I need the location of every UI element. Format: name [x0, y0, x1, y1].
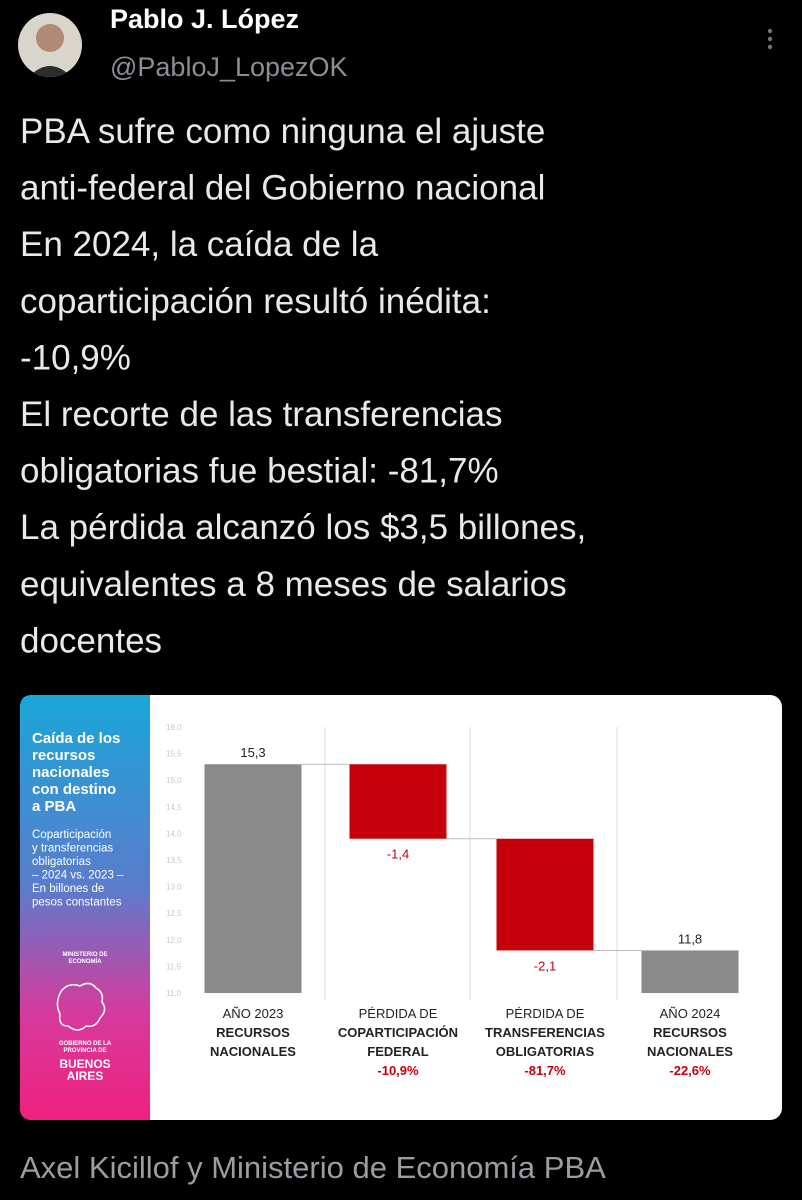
y-tick-label: 12,5	[166, 909, 182, 918]
category-name: OBLIGATORIAS	[496, 1044, 595, 1059]
province-logo: BUENOS	[59, 1057, 110, 1071]
tweet-text: PBA sufre como ninguna el ajuste anti-fed…	[20, 112, 586, 660]
panel-title: Caída de los	[32, 730, 120, 747]
category-name: RECURSOS	[653, 1025, 727, 1040]
y-tick-label: 14,5	[166, 803, 182, 812]
tweet-line: PBA sufre como ninguna el ajuste	[20, 112, 545, 151]
y-tick-label: 14,0	[166, 829, 182, 838]
tweet-line: coparticipación resultó inédita:	[20, 282, 491, 321]
y-tick-label: 13,5	[166, 856, 182, 865]
category-change: -81,7%	[524, 1063, 566, 1078]
province-logo: AIRES	[67, 1069, 104, 1083]
bar	[641, 950, 739, 993]
bar	[204, 764, 302, 993]
bar	[349, 764, 447, 839]
media-caption: Axel Kicillof y Ministerio de Economía P…	[20, 1150, 606, 1185]
value-label: -2,1	[534, 958, 556, 973]
x-tick-label: AÑO 2024	[660, 1006, 721, 1021]
panel-subtitle: obligatorias	[32, 856, 91, 868]
value-label: 11,8	[678, 931, 702, 946]
tweet-line: obligatorias fue bestial: -81,7%	[20, 452, 499, 491]
value-label: -1,4	[387, 847, 409, 862]
value-label: 15,3	[240, 745, 265, 760]
panel-subtitle: y transferencias	[32, 843, 113, 855]
panel-title: recursos	[32, 747, 95, 764]
category-name: COPARTICIPACIÓN	[338, 1025, 458, 1040]
panel-subtitle: pesos constantes	[32, 897, 122, 909]
category-name: NACIONALES	[210, 1044, 296, 1059]
y-tick-label: 15,0	[166, 776, 182, 785]
y-tick-label: 15,5	[166, 750, 182, 759]
category-change: -22,6%	[669, 1063, 711, 1078]
tweet-line: docentes	[20, 621, 162, 660]
y-tick-label: 11,5	[166, 962, 182, 971]
x-tick-label: AÑO 2023	[223, 1006, 284, 1021]
tweet-line: En 2024, la caída de la	[20, 225, 379, 264]
panel-title: con destino	[32, 781, 116, 798]
government-logo: GOBIERNO DE LA	[59, 1041, 112, 1047]
category-name: TRANSFERENCIAS	[485, 1025, 605, 1040]
tweet-line: La pérdida alcanzó los $3,5 billones,	[20, 508, 586, 547]
ministry-logo: MINISTERIO DE	[62, 952, 107, 958]
category-name: FEDERAL	[367, 1044, 428, 1059]
author-name[interactable]: Pablo J. López	[110, 4, 299, 34]
side-panel	[20, 695, 150, 1120]
tweet-line: -10,9%	[20, 338, 131, 377]
bar	[496, 838, 594, 951]
tweet-line: El recorte de las transferencias	[20, 395, 502, 434]
government-logo: PROVINCIA DE	[63, 1048, 106, 1054]
x-tick-label: PÉRDIDA DE	[359, 1006, 438, 1021]
y-tick-label: 11,0	[166, 989, 182, 998]
avatar[interactable]	[18, 13, 82, 80]
panel-title: a PBA	[32, 798, 76, 815]
ministry-logo: ECONOMÍA	[69, 957, 103, 965]
panel-subtitle: – 2024 vs. 2023 –	[32, 870, 124, 882]
x-tick-label: PÉRDIDA DE	[506, 1006, 585, 1021]
province-map	[56, 982, 106, 1031]
y-tick-label: 12,0	[166, 936, 182, 945]
category-change: -10,9%	[377, 1063, 419, 1078]
category-name: RECURSOS	[216, 1025, 290, 1040]
more-menu[interactable]	[767, 28, 773, 50]
panel-subtitle: Coparticipación	[32, 829, 111, 841]
tweet-line: equivalentes a 8 meses de salarios	[20, 565, 567, 604]
tweet-line: anti-federal del Gobierno nacional	[20, 169, 545, 208]
y-tick-label: 16,0	[166, 723, 182, 732]
panel-title: nacionales	[32, 764, 110, 781]
y-tick-label: 13,0	[166, 883, 182, 892]
panel-subtitle: En billones de	[32, 883, 104, 895]
chart: 11,0 11,5 12,0 12,5 13,0 13,5 14,0 14,5 15,0 15,5…	[166, 723, 739, 1078]
category-name: NACIONALES	[647, 1044, 733, 1059]
author-handle[interactable]: @PabloJ_LopezOK	[110, 52, 348, 82]
